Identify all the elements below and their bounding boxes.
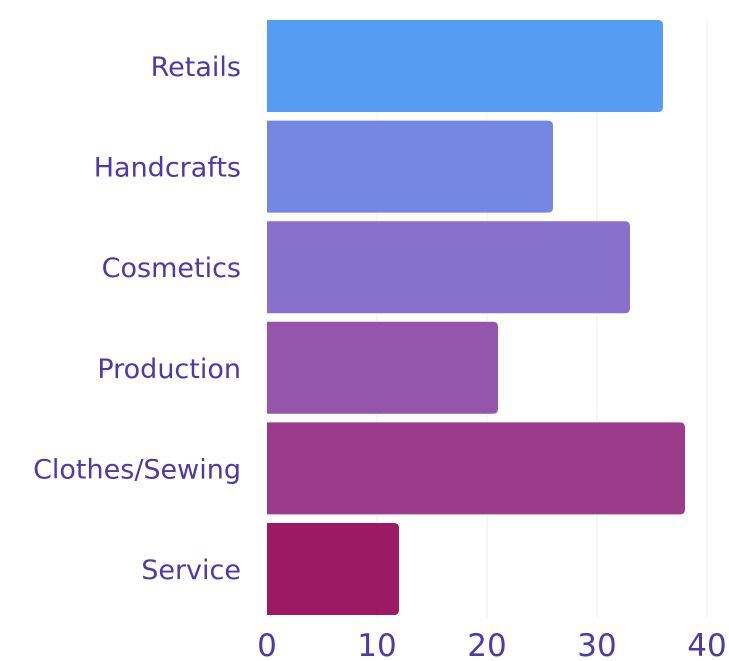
category-label: Cosmetics	[102, 253, 241, 284]
category-label: Retails	[151, 52, 241, 83]
x-tick-label: 30	[577, 628, 616, 661]
bar-cosmetics	[267, 221, 630, 314]
x-tick-label: 0	[257, 628, 277, 661]
bar-service	[267, 523, 399, 615]
bar-retails	[267, 20, 663, 112]
category-label: Service	[141, 555, 241, 586]
x-tick-label: 10	[357, 628, 396, 661]
bars	[267, 20, 685, 615]
x-tick-label: 20	[467, 628, 506, 661]
x-tick-labels: 0 10 20 30 40	[257, 628, 727, 661]
category-labels: Retails Handcrafts Cosmetics Production Clot…	[33, 52, 241, 586]
bar-clothes-sewing	[267, 422, 685, 515]
category-label: Handcrafts	[94, 153, 241, 184]
grid-lines	[376, 20, 708, 618]
category-label: Production	[97, 354, 241, 385]
bar-production	[267, 321, 498, 414]
category-label: Clothes/Sewing	[33, 454, 241, 485]
bar-handcrafts	[267, 120, 553, 213]
x-tick-label: 40	[687, 628, 726, 661]
